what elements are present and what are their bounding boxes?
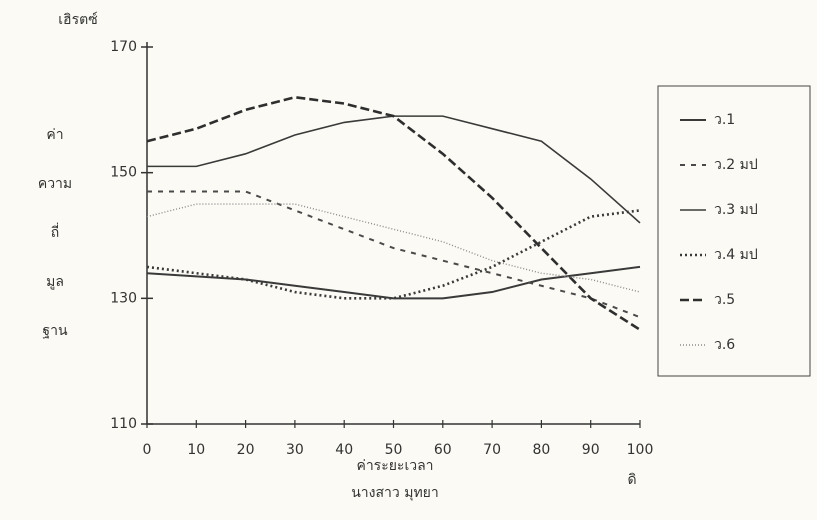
series-line	[146, 95, 641, 331]
x-tick-label: 80	[532, 442, 550, 458]
series-line	[146, 265, 641, 300]
y-axis-label: ความ	[38, 176, 72, 192]
y-axis-label: ฐาน	[42, 323, 68, 339]
y-unit-label: เฮิรตซ์	[58, 11, 97, 28]
y-axis-label: ค่า	[46, 127, 63, 143]
x-tick-label: 70	[483, 442, 501, 458]
legend-label: ว.3 มป	[714, 202, 758, 218]
x-tick-label: 20	[237, 442, 255, 458]
legend-box	[657, 85, 811, 377]
legend-label: ว.4 มป	[714, 247, 758, 263]
series-line	[147, 115, 641, 224]
x-tick-label: 90	[582, 442, 600, 458]
legend-label: ว.6	[714, 337, 735, 353]
x-tick-label: 30	[286, 442, 304, 458]
legend-label: ว.2 มป	[714, 157, 758, 173]
x-tick-label: 10	[187, 442, 205, 458]
series-line	[147, 190, 641, 319]
y-axis-label: มูล	[46, 274, 64, 290]
legend-label: ว.1	[714, 112, 735, 128]
x-tick-label: 0	[143, 442, 152, 458]
y-tick-label: 130	[110, 290, 137, 306]
x-tick-label: 60	[434, 442, 452, 458]
x-tick-label: 100	[627, 442, 654, 458]
x-tick-label: 40	[335, 442, 353, 458]
y-tick-label: 110	[110, 416, 137, 432]
x-axis-label: ค่าระยะเวลา	[356, 458, 433, 474]
y-tick-label: 170	[110, 39, 137, 55]
corner-note: ดิ	[627, 472, 636, 488]
x-tick-label: 50	[385, 442, 403, 458]
legend-label: ว.5	[714, 292, 735, 308]
y-axis-label: ถี่	[51, 223, 59, 241]
y-tick-label: 150	[110, 165, 137, 181]
series-line	[146, 209, 641, 300]
author: นางสาว มุทยา	[351, 485, 439, 501]
